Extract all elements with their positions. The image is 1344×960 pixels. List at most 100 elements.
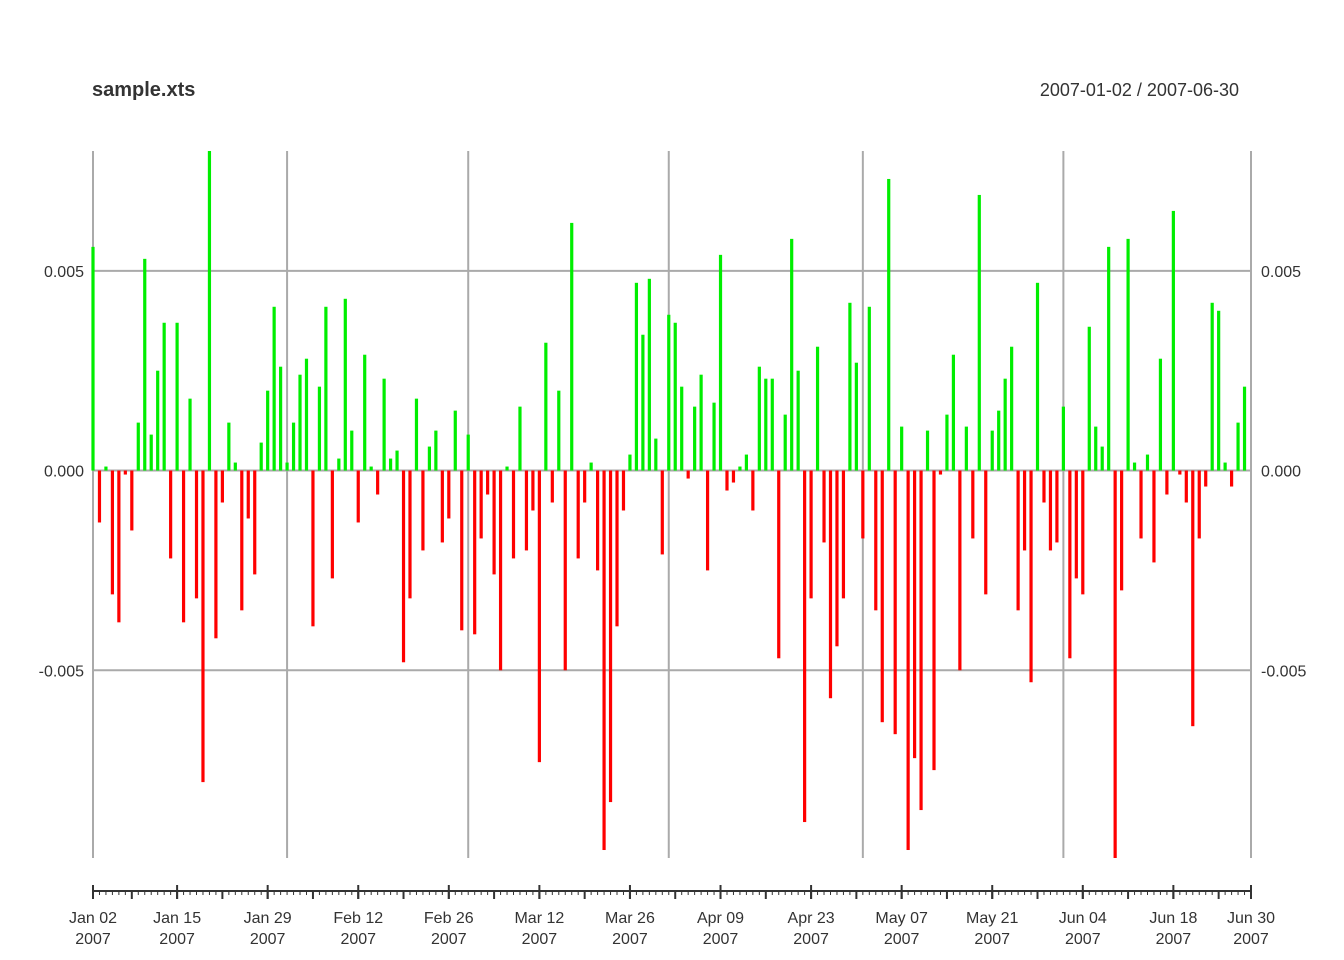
bar bbox=[207, 151, 212, 471]
x-tick-label: Jan 02 bbox=[69, 910, 117, 927]
bar bbox=[906, 470, 910, 851]
bar bbox=[615, 470, 619, 627]
x-tick-year-label: 2007 bbox=[340, 931, 376, 948]
bar bbox=[382, 378, 386, 471]
bar bbox=[912, 470, 917, 759]
bar bbox=[693, 406, 697, 471]
bar bbox=[110, 470, 115, 595]
bar bbox=[1087, 326, 1091, 471]
bar bbox=[725, 470, 729, 491]
bar bbox=[117, 470, 121, 623]
bar bbox=[660, 470, 664, 555]
bar bbox=[744, 454, 748, 471]
bar bbox=[1152, 470, 1156, 563]
bar bbox=[997, 410, 1001, 471]
bar bbox=[1139, 470, 1143, 539]
bar bbox=[1165, 470, 1169, 495]
bar bbox=[304, 358, 309, 471]
bar bbox=[505, 466, 509, 471]
bar bbox=[1120, 470, 1124, 591]
chart-title: sample.xts bbox=[92, 79, 195, 101]
bar bbox=[783, 414, 787, 471]
bar bbox=[233, 462, 237, 471]
bar bbox=[350, 430, 354, 471]
bar bbox=[388, 458, 393, 471]
x-axis: Jan 02 2007 Jan 15 2007 Jan 29 2007 Feb 12 2007… bbox=[69, 885, 1275, 948]
bar bbox=[408, 470, 412, 599]
bar bbox=[369, 466, 373, 471]
bar bbox=[279, 366, 283, 471]
bar bbox=[1204, 470, 1208, 487]
bar bbox=[751, 470, 755, 511]
bar bbox=[861, 470, 865, 539]
bar bbox=[337, 458, 341, 471]
x-tick-label: Mar 26 bbox=[605, 910, 655, 927]
bar bbox=[149, 434, 153, 471]
x-tick-year-label: 2007 bbox=[522, 931, 558, 948]
bar bbox=[971, 470, 975, 539]
bar bbox=[589, 462, 593, 471]
bar bbox=[1022, 470, 1027, 551]
bar bbox=[188, 398, 192, 471]
bar bbox=[803, 470, 807, 823]
x-tick-year-label: 2007 bbox=[612, 931, 648, 948]
bar bbox=[343, 298, 347, 471]
bar bbox=[1113, 470, 1117, 858]
bar bbox=[1042, 470, 1046, 503]
bar bbox=[246, 470, 250, 519]
bar bbox=[608, 470, 613, 803]
bar bbox=[919, 470, 923, 811]
bar bbox=[900, 426, 904, 471]
bar bbox=[550, 470, 554, 503]
bars-layer bbox=[91, 151, 1247, 858]
bar bbox=[874, 470, 878, 611]
bar bbox=[848, 302, 852, 471]
bar bbox=[984, 470, 988, 595]
bar bbox=[169, 470, 173, 559]
bar bbox=[634, 282, 639, 471]
bar bbox=[1210, 302, 1214, 471]
bar bbox=[835, 470, 839, 647]
bar bbox=[699, 374, 703, 471]
bar bbox=[291, 422, 296, 471]
y-tick-label-left: 0.000 bbox=[44, 464, 84, 481]
bar bbox=[1171, 210, 1175, 471]
x-tick-year-label: 2007 bbox=[75, 931, 111, 948]
bar bbox=[1035, 282, 1040, 471]
bar bbox=[1068, 470, 1072, 659]
x-tick-year-label: 2007 bbox=[250, 931, 286, 948]
bar bbox=[1184, 470, 1188, 503]
bar bbox=[253, 470, 257, 575]
bar bbox=[460, 470, 464, 631]
bar bbox=[990, 430, 994, 471]
bar bbox=[1010, 346, 1014, 471]
bar bbox=[1003, 378, 1007, 471]
bar bbox=[136, 422, 140, 471]
x-tick-label: Feb 26 bbox=[424, 910, 474, 927]
bar bbox=[175, 322, 179, 471]
x-tick-year-label: 2007 bbox=[884, 931, 920, 948]
bar bbox=[1100, 446, 1104, 471]
bar bbox=[854, 362, 858, 471]
bar bbox=[466, 434, 470, 471]
bar bbox=[298, 374, 302, 471]
bar bbox=[641, 334, 645, 471]
bar bbox=[395, 450, 399, 471]
bar bbox=[97, 470, 102, 523]
bar bbox=[777, 470, 781, 659]
bar bbox=[822, 470, 826, 543]
bar bbox=[945, 414, 949, 471]
bar bbox=[770, 378, 774, 471]
bar bbox=[1242, 386, 1247, 471]
bar bbox=[680, 386, 684, 471]
bar bbox=[757, 366, 761, 471]
bar bbox=[1197, 470, 1201, 539]
bar bbox=[828, 470, 833, 699]
bar bbox=[1191, 470, 1195, 727]
bar bbox=[330, 470, 334, 579]
bar bbox=[511, 470, 516, 559]
bar bbox=[790, 238, 794, 471]
bar bbox=[421, 470, 425, 551]
x-tick-label: Jun 04 bbox=[1059, 910, 1107, 927]
bar bbox=[731, 470, 736, 483]
